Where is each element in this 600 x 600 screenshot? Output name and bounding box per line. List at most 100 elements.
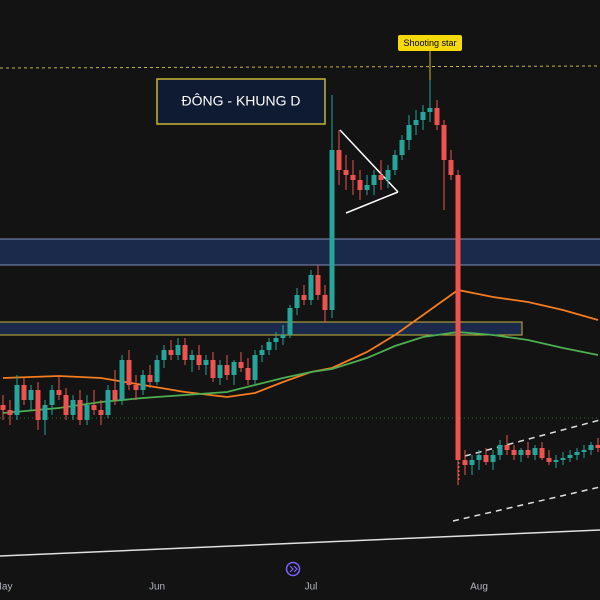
- candle-body: [427, 108, 433, 112]
- candle-body: [350, 175, 356, 180]
- candle-body: [462, 460, 468, 465]
- supply-zone: [0, 238, 600, 266]
- candle-body: [322, 295, 328, 310]
- triangle-lower: [345, 191, 399, 214]
- candle-body: [28, 390, 34, 400]
- candle-body: [7, 410, 13, 415]
- candle-body: [560, 458, 566, 460]
- candle-body: [126, 360, 132, 385]
- candle-body: [245, 368, 251, 380]
- candle-body: [182, 345, 188, 360]
- candle-body: [154, 360, 160, 382]
- navigate-arrows: [289, 565, 298, 573]
- candle-body: [343, 170, 349, 175]
- candle-body: [280, 335, 286, 338]
- candle-body: [518, 450, 524, 455]
- candle-body: [42, 405, 48, 420]
- support-zone: [0, 321, 523, 336]
- candle-body: [287, 308, 293, 335]
- candle-body: [133, 385, 139, 390]
- candle-body: [385, 170, 391, 180]
- candle-body: [147, 375, 153, 382]
- candle-body: [266, 342, 272, 350]
- candle-body: [511, 450, 517, 455]
- marks: [0, 80, 600, 485]
- candle-body: [546, 458, 552, 462]
- candle-body: [315, 275, 321, 295]
- candle-body: [308, 275, 314, 300]
- candle-body: [539, 448, 545, 458]
- candle-body: [364, 185, 370, 190]
- candle-body: [175, 345, 181, 355]
- candle-body: [434, 108, 440, 125]
- candle-body: [168, 350, 174, 355]
- candle-body: [525, 450, 531, 455]
- candle-body: [63, 395, 69, 415]
- candle-body: [203, 360, 209, 365]
- candle-body: [553, 460, 559, 462]
- box-label: ĐÔNG - KHUNG D: [182, 93, 301, 109]
- x-tick-label: Jul: [305, 582, 318, 593]
- candle-body: [210, 360, 216, 378]
- candle-body: [329, 150, 335, 310]
- candle-body: [273, 338, 279, 342]
- candle-body: [49, 390, 55, 405]
- candle-body: [196, 355, 202, 365]
- candle-body: [588, 445, 594, 450]
- candle-body: [483, 455, 489, 462]
- candle-body: [532, 448, 538, 455]
- candle-body: [406, 125, 412, 140]
- candle-body: [490, 455, 496, 462]
- candle-body: [91, 405, 97, 410]
- candle-body: [469, 460, 475, 465]
- candle-body: [70, 400, 76, 415]
- x-tick-label: Aug: [470, 582, 488, 593]
- candle-body: [105, 390, 111, 415]
- candle-body: [231, 362, 237, 375]
- candle-body: [294, 295, 300, 308]
- navigate-icon[interactable]: [285, 561, 301, 577]
- candle-body: [84, 405, 90, 420]
- candle-body: [21, 385, 27, 400]
- candle-body: [224, 365, 230, 375]
- candle-body: [567, 455, 573, 458]
- candle-body: [595, 445, 600, 448]
- candle-body: [371, 175, 377, 185]
- trend-line: [0, 529, 600, 557]
- candle-body: [574, 452, 580, 455]
- x-tick-label: Jun: [149, 582, 165, 593]
- candle-body: [259, 350, 265, 355]
- candle-body: [252, 355, 258, 380]
- candle-body: [77, 400, 83, 420]
- candle-body: [476, 455, 482, 460]
- candle-body: [413, 120, 419, 125]
- candle-body: [378, 175, 384, 180]
- candle-body: [448, 160, 454, 175]
- channel-upper: [464, 419, 600, 457]
- candle-body: [14, 385, 20, 415]
- candle-body: [0, 405, 6, 410]
- candle-body: [98, 410, 104, 415]
- candle-body: [112, 390, 118, 400]
- candle-body: [189, 355, 195, 360]
- candle-body: [301, 295, 307, 300]
- candle-body: [399, 140, 405, 155]
- candle-body: [581, 450, 587, 452]
- resistance-line: [0, 65, 600, 69]
- candle-body: [336, 150, 342, 170]
- channel-lower: [452, 486, 600, 522]
- candle-body: [497, 445, 503, 455]
- candle-body: [35, 390, 41, 420]
- candle-body: [504, 445, 510, 450]
- candle-body: [420, 112, 426, 120]
- x-tick-label: May: [0, 582, 12, 593]
- candle-body: [140, 375, 146, 390]
- candle-body: [56, 390, 62, 395]
- candle-body: [238, 362, 244, 368]
- label-box: [156, 78, 326, 125]
- candle-body: [119, 360, 125, 400]
- marker-box: [398, 35, 462, 51]
- marker-label: Shooting star: [403, 38, 456, 48]
- candle-body: [357, 180, 363, 190]
